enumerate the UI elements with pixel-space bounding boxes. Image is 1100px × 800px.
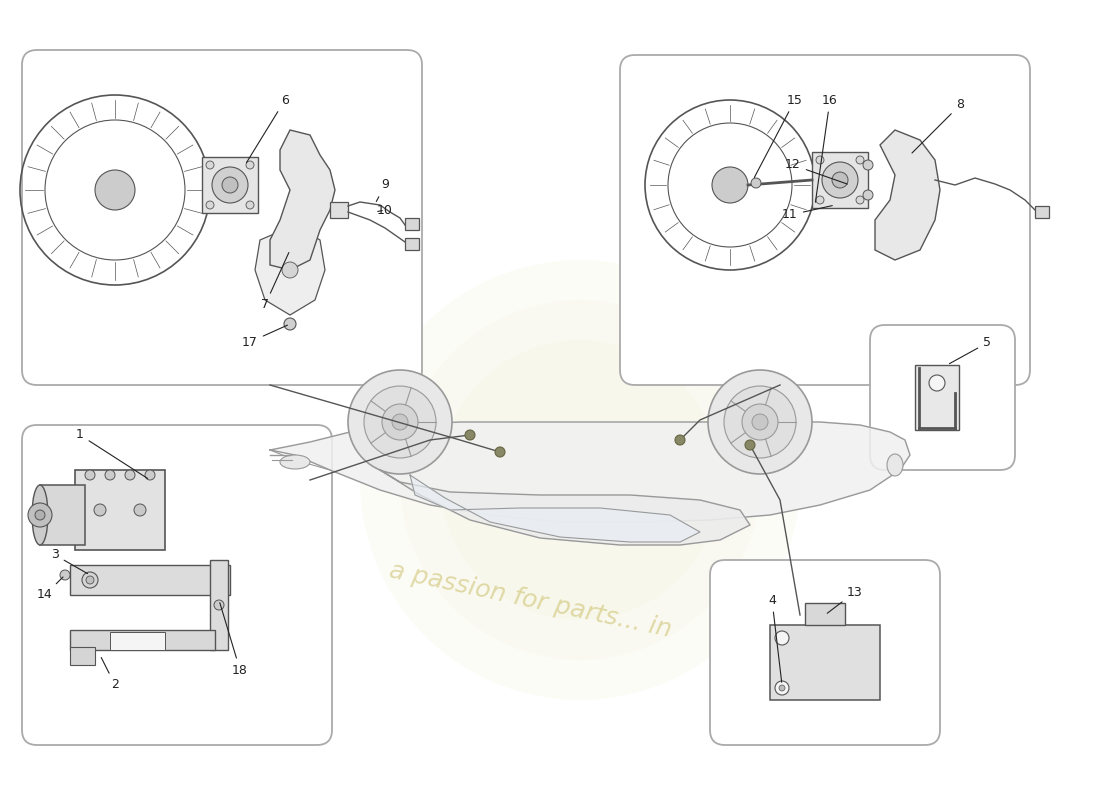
Circle shape	[246, 161, 254, 169]
Circle shape	[222, 177, 238, 193]
Circle shape	[495, 447, 505, 457]
Bar	[915, 365, 959, 430]
Circle shape	[214, 600, 224, 610]
Circle shape	[134, 504, 146, 516]
Bar	[805, 603, 845, 625]
Circle shape	[284, 318, 296, 330]
Circle shape	[708, 370, 812, 474]
Text: 12: 12	[785, 158, 847, 184]
Circle shape	[348, 370, 452, 474]
Circle shape	[745, 440, 755, 450]
Polygon shape	[874, 130, 940, 260]
Polygon shape	[255, 225, 324, 315]
Bar	[330, 202, 348, 218]
Circle shape	[212, 167, 248, 203]
Circle shape	[95, 170, 135, 210]
Circle shape	[392, 414, 408, 430]
Bar	[110, 632, 165, 650]
Circle shape	[864, 160, 873, 170]
Circle shape	[360, 260, 800, 700]
Circle shape	[82, 572, 98, 588]
Circle shape	[779, 685, 785, 691]
Bar	[75, 470, 165, 550]
Text: 9: 9	[376, 178, 389, 202]
Text: 7: 7	[261, 253, 289, 311]
FancyBboxPatch shape	[22, 425, 332, 745]
Circle shape	[856, 196, 864, 204]
Circle shape	[816, 156, 824, 164]
Circle shape	[822, 162, 858, 198]
Circle shape	[864, 190, 873, 200]
Text: 16: 16	[815, 94, 838, 202]
Text: 5: 5	[949, 337, 991, 364]
Circle shape	[35, 510, 45, 520]
Text: 11: 11	[782, 206, 833, 222]
Circle shape	[816, 196, 824, 204]
FancyBboxPatch shape	[22, 50, 422, 385]
Polygon shape	[270, 130, 336, 270]
Circle shape	[382, 404, 418, 440]
Text: 17: 17	[242, 325, 287, 349]
Circle shape	[742, 404, 778, 440]
FancyBboxPatch shape	[710, 560, 940, 745]
Circle shape	[712, 167, 748, 203]
FancyBboxPatch shape	[620, 55, 1030, 385]
Text: 10: 10	[377, 203, 393, 217]
Circle shape	[776, 681, 789, 695]
Circle shape	[282, 262, 298, 278]
Circle shape	[206, 201, 214, 209]
Text: 3: 3	[51, 549, 88, 574]
Polygon shape	[410, 475, 700, 542]
Circle shape	[751, 178, 761, 188]
Bar	[40, 485, 85, 545]
FancyBboxPatch shape	[870, 325, 1015, 470]
Bar	[405, 238, 419, 250]
Bar	[210, 560, 228, 650]
Text: 13: 13	[827, 586, 862, 614]
Circle shape	[60, 570, 70, 580]
Circle shape	[125, 470, 135, 480]
Text: 6: 6	[246, 94, 289, 162]
Bar	[405, 218, 419, 230]
Text: 18: 18	[220, 602, 248, 677]
Circle shape	[94, 504, 106, 516]
Text: a passion for parts... in: a passion for parts... in	[386, 558, 673, 642]
Text: 14: 14	[37, 577, 63, 602]
Circle shape	[364, 386, 436, 458]
Circle shape	[930, 375, 945, 391]
Ellipse shape	[887, 454, 903, 476]
Bar	[1035, 206, 1049, 218]
Circle shape	[28, 503, 52, 527]
Bar	[202, 157, 258, 213]
Text: 4: 4	[768, 594, 782, 682]
Circle shape	[85, 470, 95, 480]
Text: 15: 15	[755, 94, 803, 178]
Circle shape	[104, 470, 116, 480]
Circle shape	[675, 435, 685, 445]
Polygon shape	[270, 422, 910, 522]
Circle shape	[752, 414, 768, 430]
Ellipse shape	[32, 485, 48, 545]
Text: 1: 1	[76, 429, 147, 478]
Bar	[812, 152, 868, 208]
Circle shape	[832, 172, 848, 188]
Bar	[70, 565, 230, 595]
Circle shape	[776, 631, 789, 645]
Circle shape	[206, 161, 214, 169]
Text: 2: 2	[101, 658, 119, 691]
Bar	[70, 647, 95, 665]
Circle shape	[86, 576, 94, 584]
Ellipse shape	[280, 455, 310, 469]
Circle shape	[145, 470, 155, 480]
Circle shape	[465, 430, 475, 440]
Circle shape	[246, 201, 254, 209]
Text: 8: 8	[912, 98, 964, 153]
Polygon shape	[379, 470, 750, 545]
Bar	[70, 630, 214, 650]
Circle shape	[856, 156, 864, 164]
Circle shape	[724, 386, 796, 458]
Bar	[770, 625, 880, 700]
